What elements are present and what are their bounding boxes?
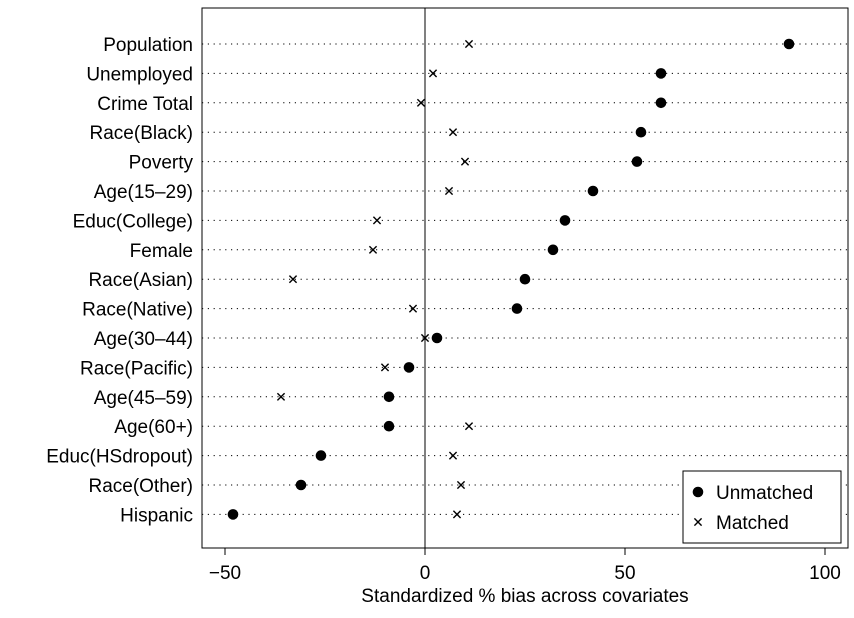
unmatched-point <box>587 185 599 197</box>
legend: Unmatched Matched <box>682 470 842 544</box>
category-label: Unemployed <box>86 64 193 85</box>
unmatched-point <box>655 97 667 109</box>
x-tick-label: 50 <box>614 563 635 584</box>
category-label: Hispanic <box>120 505 193 526</box>
unmatched-point <box>403 362 415 373</box>
category-label: Age(30–44) <box>94 329 193 350</box>
matched-point <box>408 304 418 313</box>
unmatched-point <box>631 156 643 167</box>
legend-box <box>682 470 842 544</box>
category-label: Age(15–29) <box>94 182 193 203</box>
category-label: Female <box>130 241 193 262</box>
category-label: Race(Pacific) <box>80 358 193 379</box>
matched-point <box>444 186 454 196</box>
unmatched-point <box>383 420 395 432</box>
matched-point <box>448 128 458 137</box>
category-label: Race(Native) <box>82 300 193 321</box>
category-label: Educ(HSdropout) <box>46 447 193 468</box>
unmatched-point <box>431 332 443 344</box>
unmatched-point <box>315 450 327 461</box>
unmatched-point <box>783 38 795 50</box>
unmatched-point <box>383 391 395 403</box>
matched-point <box>428 69 438 78</box>
plot-frame <box>201 7 849 549</box>
x-tick-label: −50 <box>209 563 241 584</box>
unmatched-point <box>635 126 647 138</box>
x-axis-title: Standardized % bias across covariates <box>361 586 688 607</box>
category-label: Educ(College) <box>73 211 193 232</box>
unmatched-point <box>547 244 559 256</box>
unmatched-point <box>559 215 571 226</box>
category-label: Age(60+) <box>114 417 193 438</box>
x-tick-label: 100 <box>809 563 841 584</box>
x-axis-ticks: −50 0 50 100 <box>209 548 841 584</box>
matched-point <box>288 275 298 284</box>
matched-point <box>416 98 426 107</box>
matched-point <box>464 39 474 49</box>
category-label: Race(Asian) <box>88 270 193 291</box>
matched-point <box>456 480 466 490</box>
category-labels: Population Unemployed Crime Total Race(Blac… <box>46 35 193 526</box>
unmatched-point <box>227 509 239 520</box>
matched-point <box>380 363 390 372</box>
matched-point <box>464 422 474 431</box>
legend-label-matched: Matched <box>716 513 789 534</box>
category-label: Race(Black) <box>90 123 193 144</box>
x-tick-label: 0 <box>420 563 431 584</box>
matched-point <box>460 157 470 166</box>
category-label: Race(Other) <box>88 476 193 497</box>
legend-label-unmatched: Unmatched <box>716 483 813 504</box>
matched-point <box>276 392 286 401</box>
category-label: Poverty <box>129 153 194 174</box>
matched-point <box>368 245 378 254</box>
unmatched-point <box>655 68 667 79</box>
matched-point <box>420 333 430 343</box>
matched-point <box>372 216 382 225</box>
matched-point <box>448 451 458 460</box>
unmatched-point <box>519 273 531 285</box>
legend-unmatched-marker <box>692 486 704 498</box>
category-label: Age(45–59) <box>94 388 193 409</box>
matched-point <box>452 510 462 519</box>
legend-matched-marker <box>693 517 703 527</box>
unmatched-point <box>295 479 307 491</box>
category-label: Crime Total <box>97 94 193 115</box>
data-points <box>227 38 795 520</box>
unmatched-point <box>511 303 523 314</box>
category-label: Population <box>103 35 193 56</box>
